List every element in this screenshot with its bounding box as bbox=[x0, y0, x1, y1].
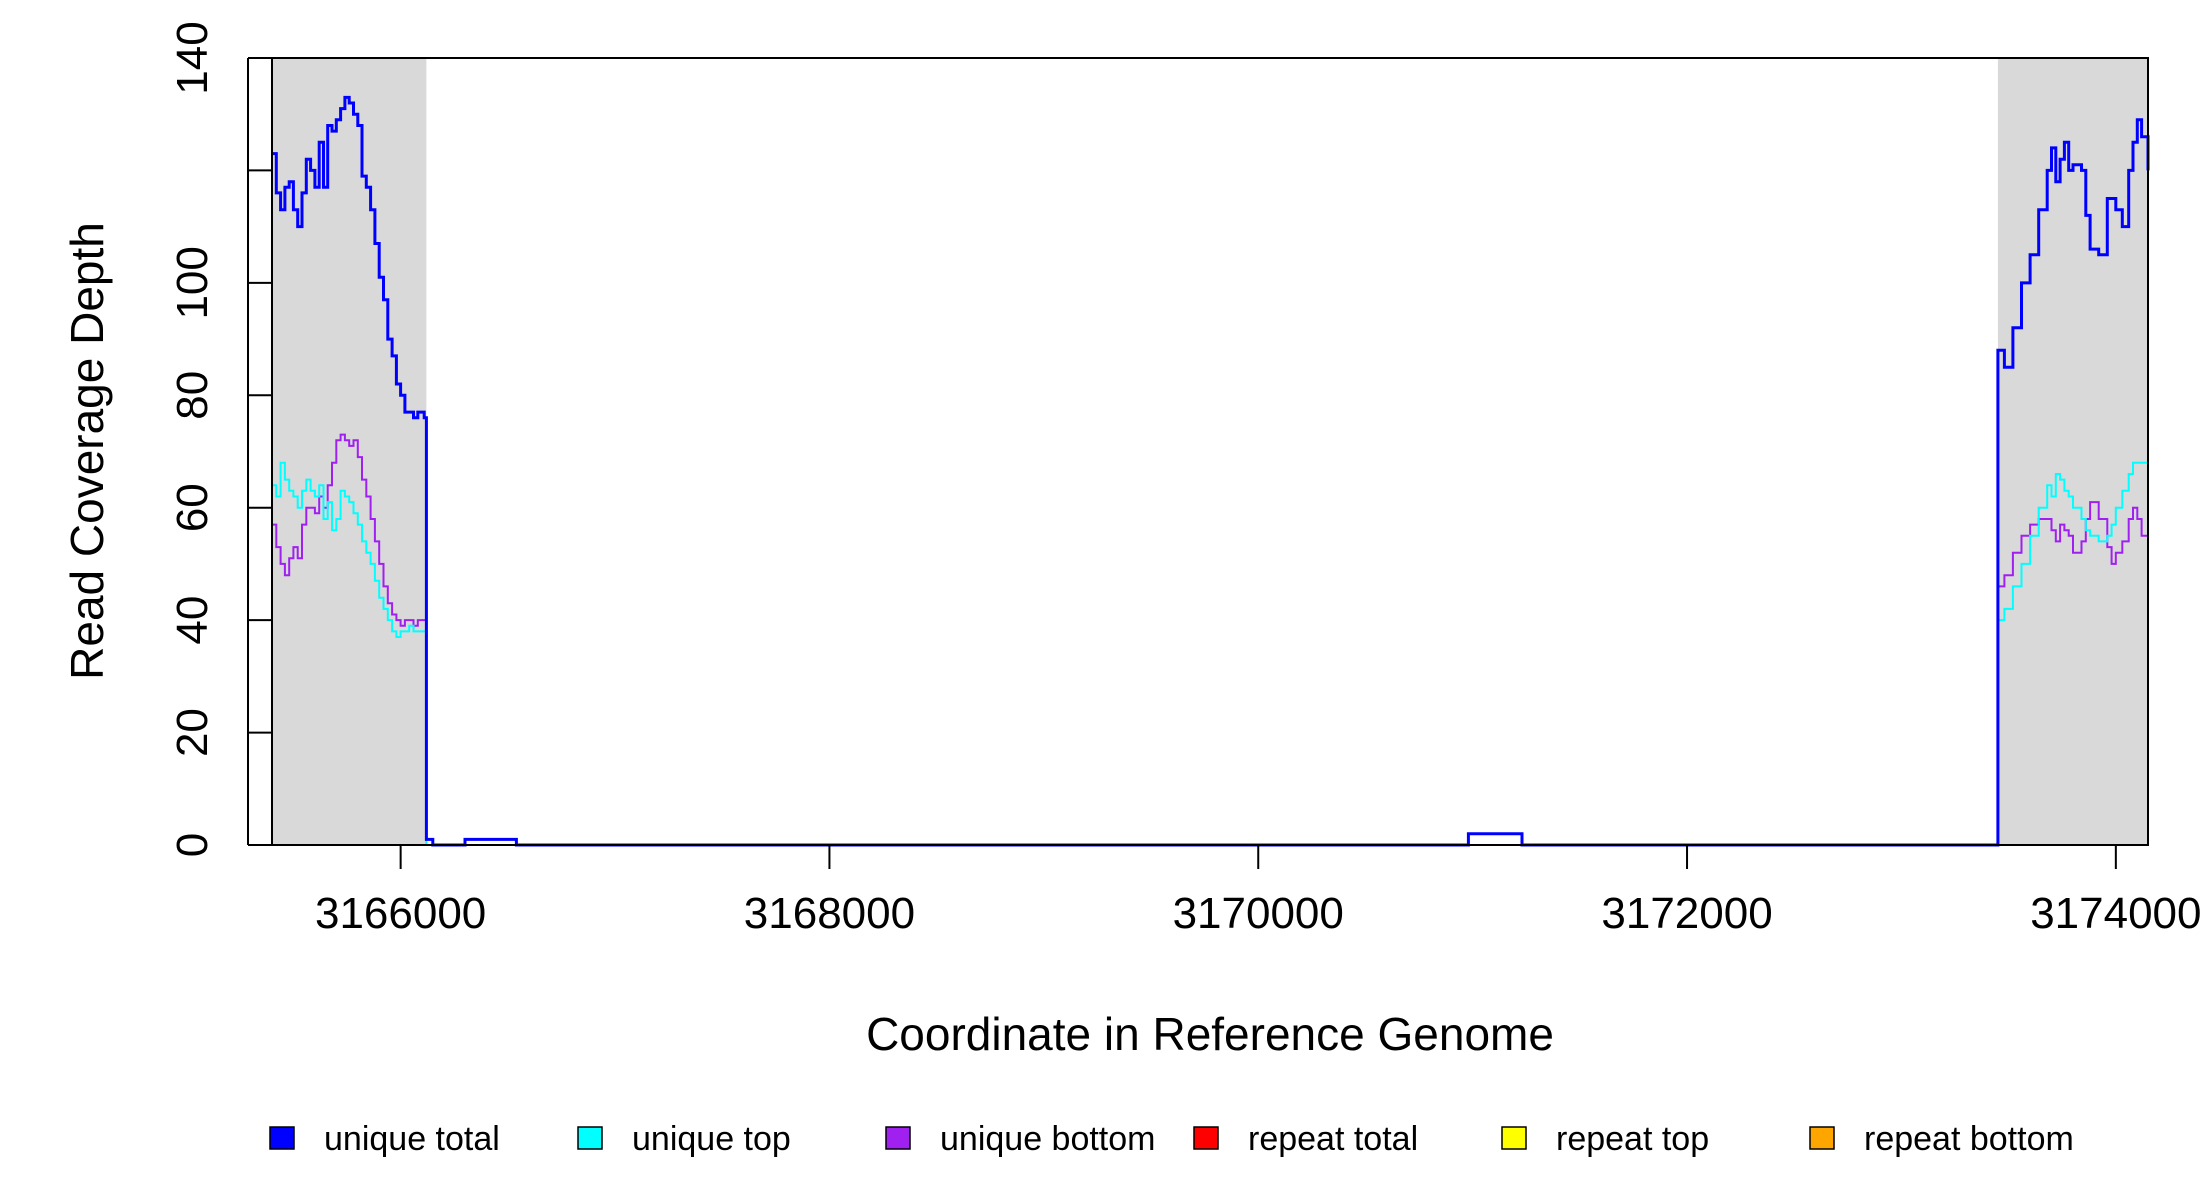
legend-item-repeat-top: repeat top bbox=[1501, 1120, 1709, 1158]
series-unique-bottom bbox=[272, 433, 2149, 846]
plot-frame bbox=[271, 57, 2149, 846]
x-axis-title: Coordinate in Reference Genome bbox=[866, 1008, 1554, 1060]
legend-item-repeat-total: repeat total bbox=[1193, 1120, 1418, 1158]
shaded-region-1 bbox=[1997, 58, 2148, 845]
y-axis: 0 20 40 60 80 100 140 bbox=[168, 21, 272, 857]
y-tick-label: 140 bbox=[168, 21, 217, 94]
legend-swatch bbox=[1501, 1126, 1527, 1150]
y-tick-label: 20 bbox=[168, 708, 217, 757]
y-tick-label: 100 bbox=[168, 246, 217, 319]
x-tick-label: 3166000 bbox=[315, 889, 486, 938]
y-axis-title: Read Coverage Depth bbox=[61, 222, 113, 680]
legend-item-unique-total: unique total bbox=[269, 1120, 500, 1158]
legend-swatch bbox=[577, 1126, 603, 1150]
series-unique-top bbox=[272, 461, 2149, 846]
y-tick-label: 0 bbox=[168, 833, 217, 857]
legend-label: repeat top bbox=[1556, 1120, 1709, 1158]
series-lines bbox=[272, 95, 2150, 847]
legend-item-unique-top: unique top bbox=[577, 1120, 791, 1158]
legend-swatch bbox=[269, 1126, 295, 1150]
legend-swatch bbox=[1193, 1126, 1219, 1150]
shaded-region-0 bbox=[272, 58, 427, 845]
legend-label: unique total bbox=[324, 1120, 500, 1158]
x-axis: 3166000 3168000 3170000 3172000 3174000 bbox=[315, 844, 2200, 938]
series-unique-total bbox=[272, 95, 2150, 847]
legend-label: repeat bottom bbox=[1864, 1120, 2074, 1158]
x-tick-label: 3172000 bbox=[1601, 889, 1772, 938]
legend-item-unique-bottom: unique bottom bbox=[885, 1120, 1156, 1158]
y-tick-label: 40 bbox=[168, 596, 217, 645]
y-tick-label: 80 bbox=[168, 371, 217, 420]
x-tick-label: 3170000 bbox=[1173, 889, 1344, 938]
x-tick-label: 3168000 bbox=[744, 889, 915, 938]
legend: unique total unique top unique bottom repea… bbox=[269, 1120, 2074, 1158]
legend-label: repeat total bbox=[1248, 1120, 1418, 1158]
legend-swatch bbox=[885, 1126, 911, 1150]
x-tick-label: 3174000 bbox=[2030, 889, 2200, 938]
legend-label: unique bottom bbox=[940, 1120, 1156, 1158]
legend-swatch bbox=[1809, 1126, 1835, 1150]
y-tick-label: 60 bbox=[168, 483, 217, 532]
legend-label: unique top bbox=[632, 1120, 791, 1158]
legend-item-repeat-bottom: repeat bottom bbox=[1809, 1120, 2074, 1158]
shaded-regions bbox=[272, 58, 2148, 845]
